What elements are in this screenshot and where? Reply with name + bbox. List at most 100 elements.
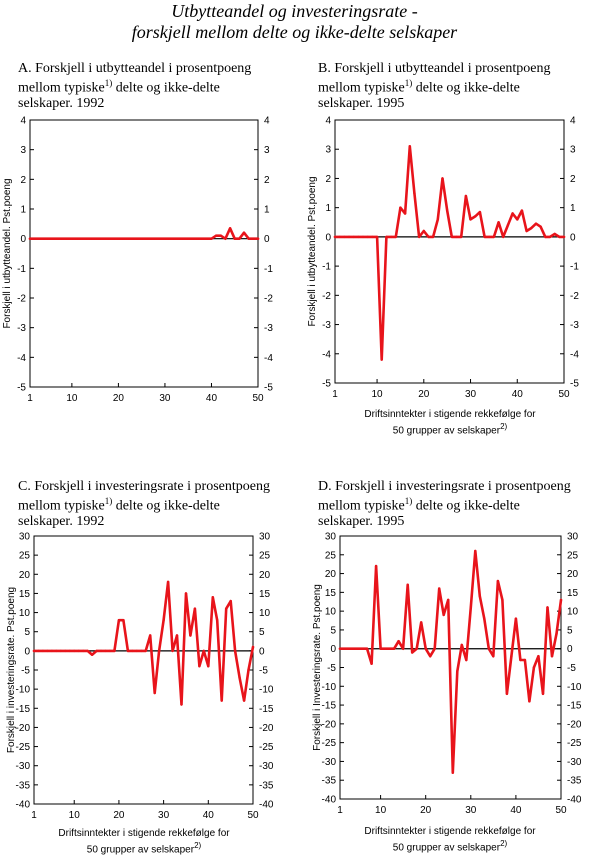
panel-c-data-point bbox=[193, 607, 197, 610]
y-tick-label-left: 0 bbox=[330, 644, 336, 655]
panel-a-series-line bbox=[28, 227, 260, 240]
panel-b-data-point bbox=[469, 218, 472, 221]
chart-title-line-1: Utbytteandel og investeringsrate - bbox=[171, 1, 418, 21]
chart-title-line-2: forskjell mellom delte og ikke-delte sel… bbox=[131, 22, 458, 42]
panel-d-data-point bbox=[420, 621, 423, 624]
panel-b-data-point bbox=[450, 235, 453, 239]
x-tick-label: 1 bbox=[31, 810, 37, 821]
panel-a-data-point bbox=[47, 237, 50, 240]
panel-c-data-point bbox=[216, 619, 219, 622]
footnote-marker: 1) bbox=[104, 496, 113, 506]
panel-d-data-point bbox=[374, 564, 378, 568]
panel-a-title-line-2: mellom typiske bbox=[18, 80, 105, 96]
panel-c-data-point bbox=[135, 649, 138, 653]
panel-c-data-point bbox=[117, 619, 121, 622]
panel-d-data-point bbox=[370, 662, 373, 665]
panel-a-title-line-1: A. Forskjell i utbytteandel i prosentpoe… bbox=[18, 61, 252, 76]
panel-d-data-point bbox=[415, 647, 418, 650]
panel-d-data-point bbox=[523, 658, 527, 662]
panel-d-data-point bbox=[379, 647, 382, 650]
panel-c-data-point bbox=[153, 691, 156, 695]
panel-a-data-point bbox=[38, 237, 41, 240]
x-tick-label: 40 bbox=[510, 805, 522, 816]
panel-b-data-point bbox=[544, 235, 547, 239]
panel-a-data-point bbox=[177, 237, 181, 240]
panel-c-data-point bbox=[171, 649, 174, 653]
panel-d-data-point bbox=[474, 549, 477, 553]
y-tick-label-right: 2 bbox=[264, 175, 270, 186]
panel-c-data-point bbox=[144, 649, 147, 653]
panel-c-data-point bbox=[238, 676, 241, 679]
panel-b-data-point bbox=[455, 235, 458, 239]
panel-d-data-point bbox=[338, 647, 342, 650]
panel-d-data-point bbox=[383, 647, 387, 650]
y-tick-label-right: -30 bbox=[259, 761, 274, 772]
y-tick-label-left: 20 bbox=[325, 569, 337, 580]
y-tick-label-right: 3 bbox=[570, 145, 576, 156]
y-tick-label-right: 20 bbox=[259, 570, 271, 581]
panel-d-title-line-2: mellom typiske bbox=[318, 498, 405, 514]
y-tick-label-left: 5 bbox=[330, 625, 336, 636]
panel-d-data-point bbox=[496, 579, 500, 583]
y-tick-label-right: 2 bbox=[570, 174, 576, 185]
x-tick-label: 1 bbox=[332, 389, 338, 400]
panel-b-x-axis-title: Driftsinntekter i stigende rekkefølge fo… bbox=[330, 409, 570, 437]
panel-a-data-point bbox=[159, 237, 162, 240]
panel-d-data-point bbox=[532, 666, 536, 669]
y-tick-label-left: -1 bbox=[322, 262, 331, 273]
x-tick-label: 30 bbox=[465, 389, 477, 400]
panel-a-frame bbox=[29, 119, 259, 388]
panel-a-data-point bbox=[149, 237, 153, 240]
panel-c-data-point bbox=[77, 649, 80, 653]
panel-d-data-point bbox=[505, 692, 509, 695]
y-tick-label-left: -40 bbox=[16, 800, 31, 811]
panel-a-data-point bbox=[103, 237, 106, 240]
panel-c-data-point bbox=[202, 649, 205, 653]
y-tick-label-right: 25 bbox=[567, 550, 579, 561]
panel-d-data-point bbox=[514, 617, 518, 620]
panel-d-data-point bbox=[397, 640, 400, 643]
panel-d-title-line-1: D. Forskjell i investeringsrate i prosen… bbox=[318, 479, 571, 494]
panel-b-data-point bbox=[534, 222, 538, 225]
panel-d-data-point bbox=[347, 647, 351, 650]
panel-c-data-point bbox=[95, 649, 98, 653]
panel-b-data-point bbox=[380, 358, 383, 361]
footnote-marker: 1) bbox=[404, 78, 413, 88]
panel-a-data-point bbox=[256, 237, 260, 240]
y-tick-label-right: -2 bbox=[570, 291, 579, 302]
panel-a-data-point bbox=[191, 237, 195, 240]
y-tick-label-left: 2 bbox=[20, 175, 26, 186]
panel-d-data-point bbox=[501, 598, 504, 602]
panel-b-title: B. Forskjell i utbytteandel i prosentpoe… bbox=[318, 61, 551, 111]
panel-a-data-point bbox=[214, 234, 218, 237]
panel-c-data-point bbox=[211, 596, 214, 599]
y-tick-label-left: -40 bbox=[322, 795, 337, 806]
y-tick-label-left: -20 bbox=[322, 719, 337, 730]
x-tick-label: 50 bbox=[558, 389, 570, 400]
y-tick-label-right: 30 bbox=[259, 532, 271, 543]
panel-c-data-point bbox=[189, 634, 192, 637]
panel-a-data-point bbox=[126, 237, 129, 240]
panel-d-data-point bbox=[365, 647, 369, 650]
y-tick-label-right: -4 bbox=[264, 353, 273, 364]
panel-d-data-point bbox=[465, 658, 468, 662]
y-tick-label-right: 5 bbox=[259, 627, 265, 638]
panel-d-data-point bbox=[519, 658, 522, 662]
panel-c-data-point bbox=[140, 649, 143, 653]
panel-d-data-point bbox=[492, 655, 495, 658]
y-tick-label-right: -15 bbox=[567, 701, 582, 712]
panel-b-data-point bbox=[460, 235, 463, 239]
panel-b-data-point bbox=[488, 235, 491, 239]
y-tick-label-left: 2 bbox=[325, 174, 331, 185]
panel-d-data-point bbox=[343, 647, 346, 650]
y-tick-label-left: 0 bbox=[325, 232, 331, 243]
x-tick-label: 40 bbox=[512, 389, 524, 400]
panel-d-data-point bbox=[478, 594, 481, 598]
y-tick-label-right: 15 bbox=[259, 589, 271, 600]
y-tick-label-left: 30 bbox=[19, 532, 31, 543]
panel-b-data-point bbox=[497, 221, 500, 224]
panel-b-data-point bbox=[511, 212, 514, 215]
panel-a-data-point bbox=[163, 237, 167, 240]
panel-a-data-point bbox=[219, 234, 222, 237]
panel-d-title: D. Forskjell i investeringsrate i prosen… bbox=[318, 479, 571, 529]
